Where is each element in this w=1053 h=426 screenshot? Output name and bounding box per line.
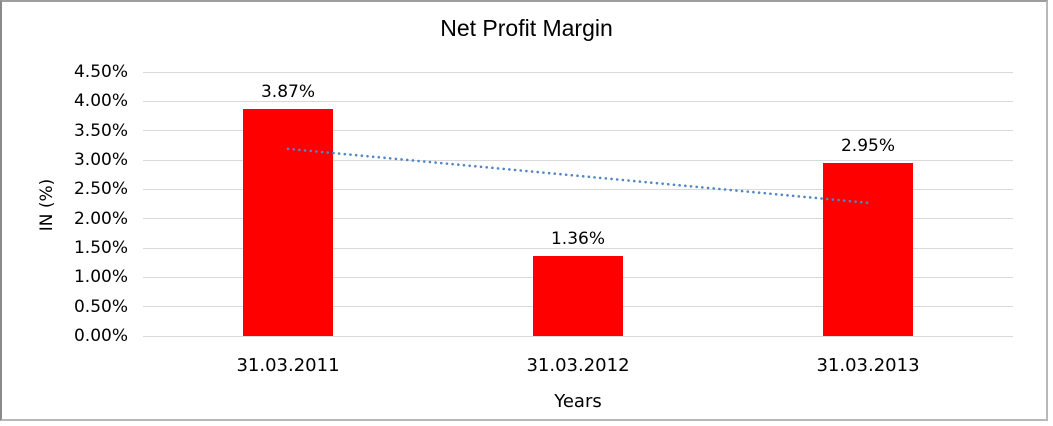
- y-axis-tick-label: 0.50%: [73, 296, 128, 317]
- gridline: [143, 335, 1013, 337]
- gridline: [143, 247, 1013, 249]
- y-axis-tick-label: 2.50%: [73, 179, 128, 200]
- gridline: [143, 100, 1013, 102]
- chart-title: Net Profit Margin: [440, 15, 613, 41]
- x-category-label: 31.03.2013: [816, 355, 920, 376]
- gridline: [143, 71, 1013, 73]
- bar-data-label: 3.87%: [260, 81, 315, 102]
- x-category-label: 31.03.2011: [236, 355, 340, 376]
- bar-31.03.2012: [533, 256, 623, 336]
- gridline: [143, 130, 1013, 132]
- y-axis-tick-label: 3.00%: [73, 150, 128, 170]
- x-category-label: 31.03.2012: [526, 355, 630, 376]
- y-axis-tick-label: 4.00%: [73, 91, 128, 112]
- bar-31.03.2013: [823, 162, 913, 336]
- y-axis-tick-label: 3.50%: [73, 120, 128, 141]
- y-axis-tick-label: 4.50%: [73, 62, 128, 82]
- bar-data-label: 2.95%: [840, 135, 895, 156]
- bar-31.03.2011: [243, 108, 333, 336]
- y-axis-tick-label: 2.00%: [73, 208, 128, 229]
- x-axis-title: Years: [554, 391, 602, 412]
- y-axis-tick-label: 1.50%: [73, 238, 128, 258]
- bar-data-label: 1.36%: [550, 229, 605, 250]
- gridline: [143, 218, 1013, 220]
- trendline-path: [286, 147, 870, 205]
- y-axis-title: IN (%): [37, 178, 57, 232]
- y-axis-tick-label: 1.00%: [73, 267, 128, 288]
- y-axis-tick-label: 0.00%: [73, 326, 128, 346]
